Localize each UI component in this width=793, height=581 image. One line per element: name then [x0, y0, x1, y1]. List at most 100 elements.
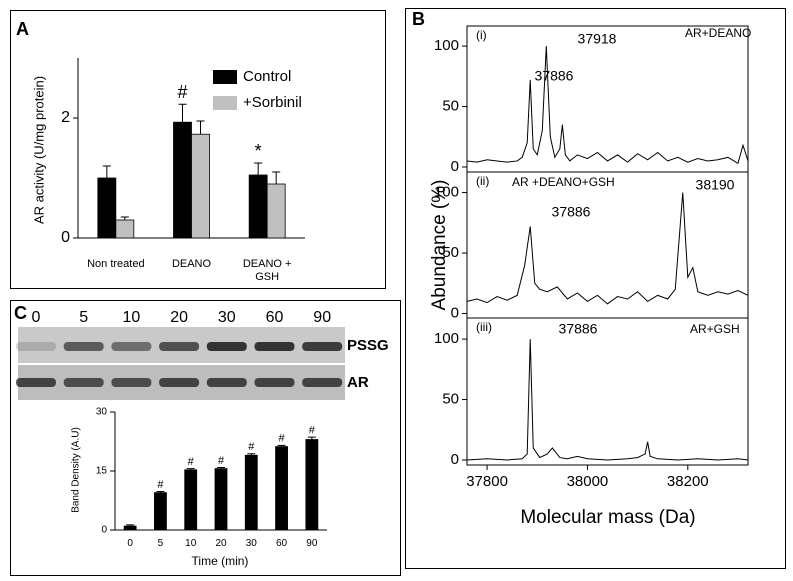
bar	[214, 468, 228, 531]
bar-annotation: #	[188, 456, 195, 468]
x-tick-label: 60	[276, 538, 288, 549]
spectrum-line	[466, 192, 749, 305]
y-tick-label: 100	[434, 184, 459, 201]
gel-band	[254, 378, 295, 387]
y-axis-label: Band Density (A.U)	[71, 427, 82, 513]
x-tick-label: 37800	[466, 473, 508, 490]
panel-tag: (i)	[476, 28, 487, 42]
gel-band	[206, 342, 247, 351]
x-tick-label: 5	[157, 538, 164, 549]
bar	[97, 177, 117, 239]
bar	[275, 446, 288, 531]
y-tick-label: 50	[442, 98, 459, 115]
gel-band	[302, 342, 343, 351]
bar	[305, 439, 319, 531]
panel-frame	[10, 300, 401, 576]
y-tick-label: 0	[451, 158, 459, 175]
plot-frame	[466, 317, 749, 466]
bar-annotation: #	[309, 424, 316, 436]
legend-label: +Sorbinil	[243, 94, 302, 111]
spectrum-line	[466, 339, 749, 461]
legend-label: Control	[243, 68, 291, 85]
gel-band	[206, 378, 247, 387]
error-bar	[247, 453, 256, 456]
panel-label: B	[412, 9, 425, 29]
gel-band	[63, 342, 104, 351]
x-axis-label: Time (min)	[192, 554, 249, 568]
error-bar	[102, 165, 111, 178]
panel-tag: (ii)	[476, 174, 489, 188]
x-tick-label: DEANO + GSH	[242, 258, 292, 283]
blot-row-label: PSSG	[347, 337, 389, 354]
peak-label: 37886	[559, 321, 598, 337]
peak-label: 38190	[696, 177, 735, 193]
x-axis-label: Molecular mass (Da)	[520, 507, 695, 528]
gel-band	[159, 378, 200, 387]
y-tick-label: 30	[96, 407, 108, 418]
y-tick-label: 0	[451, 451, 459, 468]
plot-title: AR+DEANO	[685, 26, 751, 40]
bar-annotation: *	[255, 141, 262, 161]
bar	[154, 492, 167, 531]
bar	[244, 454, 258, 531]
y-tick-label: 100	[434, 330, 459, 347]
lane-label: 60	[266, 309, 284, 326]
bar	[191, 133, 210, 239]
blot-row-label: AR	[347, 374, 369, 391]
error-bar	[120, 216, 129, 220]
gel-band	[111, 378, 152, 387]
x-tick-label: 90	[306, 538, 318, 549]
lane-label: 90	[313, 309, 331, 326]
bar-annotation: #	[157, 479, 164, 491]
error-bar	[254, 162, 263, 175]
error-bar	[178, 103, 187, 123]
lane-label: 10	[123, 309, 141, 326]
x-tick-label: 38200	[667, 473, 709, 490]
y-axis-label: AR activity (U/mg protein)	[31, 76, 46, 224]
lane-label: 30	[218, 309, 236, 326]
panel-frame	[10, 10, 386, 289]
bar	[248, 174, 268, 239]
panel-tag: (iii)	[476, 320, 492, 334]
y-tick-label: 2	[61, 109, 70, 126]
y-tick-label: 0	[61, 229, 70, 246]
y-axis-label: Abundance (%)	[429, 180, 450, 311]
x-tick-label: DEANO	[171, 258, 212, 270]
gel-band	[16, 378, 56, 387]
lane-label: 5	[79, 309, 88, 326]
bar	[184, 469, 198, 531]
y-tick-label: 50	[442, 391, 459, 408]
legend-swatch	[213, 96, 237, 110]
y-tick-label: 0	[101, 525, 107, 536]
bar	[115, 219, 135, 239]
x-tick-label: Non treated	[87, 258, 145, 270]
error-bar	[217, 466, 225, 469]
x-tick-label: 20	[215, 538, 227, 549]
bar	[266, 183, 286, 239]
x-tick-label: 30	[245, 538, 257, 549]
y-tick-label: 0	[451, 304, 459, 321]
bar-annotation: #	[279, 433, 286, 445]
bar-annotation: #	[248, 441, 255, 453]
plot-frame	[466, 171, 749, 319]
plot-frame	[466, 25, 749, 173]
plot-title: AR+GSH	[690, 322, 740, 336]
bar	[173, 121, 192, 239]
gel-band	[63, 378, 104, 387]
gel-band	[254, 342, 295, 351]
legend-swatch	[213, 70, 237, 84]
lane-label: 0	[32, 309, 41, 326]
peak-label: 37886	[552, 204, 591, 220]
bar-annotation: #	[218, 455, 225, 467]
lane-label: 20	[170, 309, 188, 326]
y-tick-label: 50	[442, 244, 459, 261]
error-bar	[196, 120, 205, 135]
error-bar	[126, 524, 135, 527]
y-tick-label: 100	[434, 37, 459, 54]
panel-frame	[405, 8, 786, 569]
plot-title: AR +DEANO+GSH	[512, 175, 615, 189]
error-bar	[186, 468, 195, 470]
x-tick-label: 10	[185, 538, 197, 549]
